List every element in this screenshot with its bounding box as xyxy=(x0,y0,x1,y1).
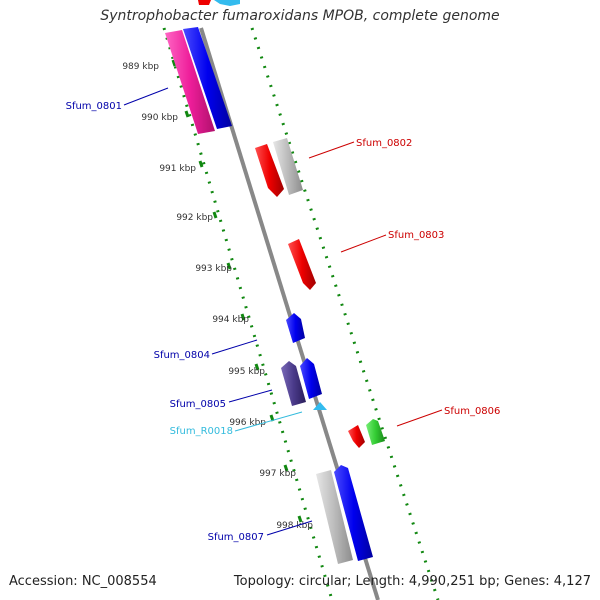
callout-sfum-0806 xyxy=(396,409,443,427)
label-sfum-0801[interactable]: Sfum_0801 xyxy=(66,101,122,112)
accession-text: Accession: NC_008554 xyxy=(9,574,157,589)
gene-sfum-0804[interactable] xyxy=(286,313,305,343)
map-band xyxy=(152,28,382,600)
gene-sfum-r0018[interactable] xyxy=(313,402,327,410)
tick-label-990: 990 kbp xyxy=(141,113,178,123)
tick-label-997: 997 kbp xyxy=(259,469,296,479)
ruler-outer xyxy=(250,27,440,600)
label-sfum-0806[interactable]: Sfum_0806 xyxy=(444,406,500,417)
callout-sfum-0801 xyxy=(123,87,169,106)
tick-label-993: 993 kbp xyxy=(195,264,232,274)
callout-sfum-0804 xyxy=(211,339,258,355)
tick-label-989: 989 kbp xyxy=(122,62,159,72)
callout-sfum-0802 xyxy=(308,141,355,159)
tick-label-995: 995 kbp xyxy=(228,367,265,377)
callout-sfum-0807 xyxy=(266,520,313,536)
gene-sfum-0806-green[interactable] xyxy=(366,419,385,445)
map-title: Syntrophobacter fumaroxidans MPOB, compl… xyxy=(100,8,500,24)
gene-sfum-0805-blue[interactable] xyxy=(300,358,322,399)
label-sfum-r0018[interactable]: Sfum_R0018 xyxy=(170,426,233,437)
tick-label-994: 994 kbp xyxy=(212,315,249,325)
tick-label-991: 991 kbp xyxy=(159,164,196,174)
label-sfum-0802[interactable]: Sfum_0802 xyxy=(356,138,412,149)
label-sfum-0805[interactable]: Sfum_0805 xyxy=(170,399,226,410)
gene-top-red[interactable] xyxy=(198,0,211,5)
gene-sfum-0803[interactable] xyxy=(288,239,316,290)
gene-sfum-0802-gray[interactable] xyxy=(273,138,303,195)
gene-sfum-0802-red[interactable] xyxy=(255,144,284,197)
tick-label-992: 992 kbp xyxy=(176,213,213,223)
gene-sfum-0805-dark[interactable] xyxy=(281,361,306,406)
gene-sfum-0806-red[interactable] xyxy=(348,425,365,448)
callout-sfum-r0018 xyxy=(234,411,303,432)
gene-sfum-0807-blue[interactable] xyxy=(334,465,373,561)
gene-sfum-0801-magenta[interactable] xyxy=(165,30,215,134)
label-sfum-0804[interactable]: Sfum_0804 xyxy=(154,350,210,361)
gene-sfum-0801-blue[interactable] xyxy=(183,27,232,129)
label-sfum-0807[interactable]: Sfum_0807 xyxy=(208,532,264,543)
gene-top-cyan[interactable] xyxy=(214,0,240,6)
label-sfum-0803[interactable]: Sfum_0803 xyxy=(388,230,444,241)
callout-sfum-0805 xyxy=(228,389,273,403)
genome-summary-text: Topology: circular; Length: 4,990,251 bp… xyxy=(233,574,591,589)
callout-sfum-0803 xyxy=(340,234,387,253)
tick-label-996: 996 kbp xyxy=(229,418,266,428)
gene-sfum-0807-gray[interactable] xyxy=(316,470,353,564)
